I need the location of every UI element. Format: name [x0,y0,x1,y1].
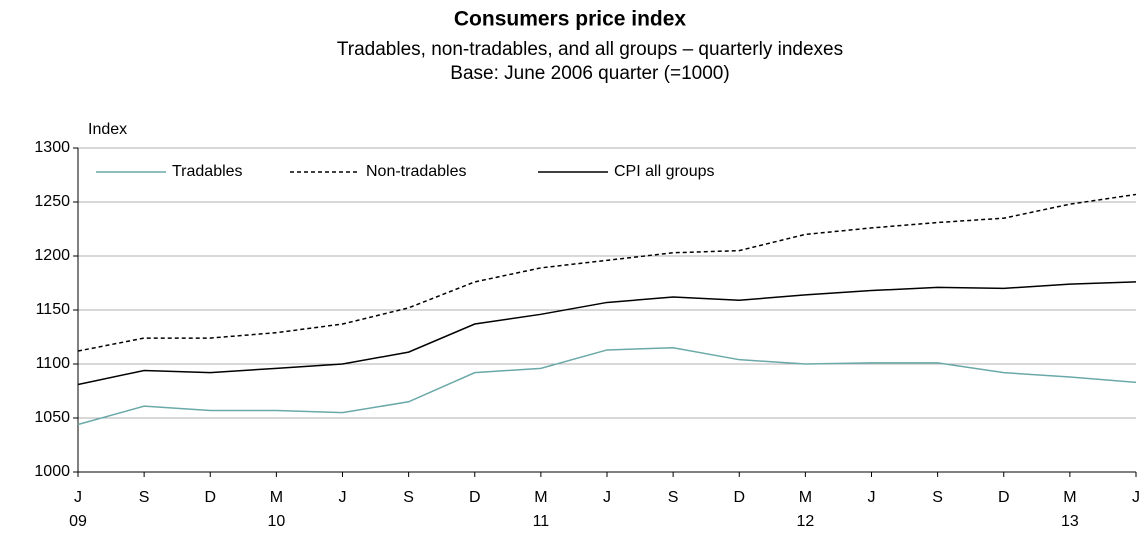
series-line [77,193,1137,352]
series-line [77,281,1137,386]
y-tick-label: 1100 [36,355,71,372]
x-tick-label: J [603,489,611,506]
x-tick-label: S [668,489,679,506]
x-year-label: 12 [796,513,814,530]
x-tick-label: M [270,489,283,506]
y-tick-label: 1150 [36,301,71,318]
x-tick-label: D [998,489,1010,506]
x-tick-label: S [932,489,943,506]
x-year-label: 11 [533,513,550,530]
x-year-label: 10 [267,513,285,530]
x-tick-label: S [139,489,150,506]
chart-note: Base: June 2006 quarter (=1000) [450,63,729,84]
legend-label: CPI all groups [614,163,715,180]
y-tick-label: 1000 [34,463,70,480]
x-tick-label: D [469,489,481,506]
y-tick-label: 1300 [34,139,70,156]
x-tick-label: M [799,489,812,506]
y-tick-label: 1050 [34,409,70,426]
x-tick-label: M [534,489,547,506]
y-tick-label: 1250 [34,193,70,210]
x-tick-label: J [1132,489,1140,506]
series-line [77,347,1137,426]
legend-label: Tradables [172,163,243,180]
x-tick-label: J [74,489,82,506]
legend-label: Non-tradables [366,163,467,180]
x-tick-label: D [733,489,745,506]
x-year-label: 13 [1061,513,1079,530]
x-year-label: 09 [69,513,87,530]
chart-subtitle: Tradables, non-tradables, and all groups… [337,39,843,60]
x-tick-label: M [1063,489,1076,506]
x-tick-label: J [868,489,876,506]
chart-title: Consumers price index [454,8,687,31]
x-tick-label: J [339,489,347,506]
x-tick-label: D [204,489,216,506]
y-tick-label: 1200 [34,247,70,264]
y-axis-label: Index [88,121,127,138]
x-tick-label: S [403,489,414,506]
